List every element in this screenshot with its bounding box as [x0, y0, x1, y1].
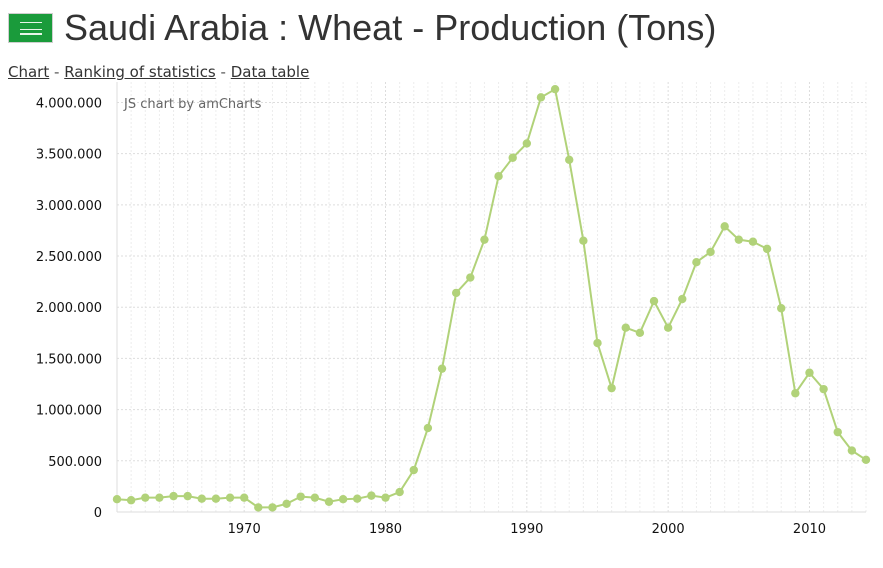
- data-point[interactable]: [282, 499, 291, 509]
- chart-grid: [116, 82, 867, 513]
- data-point[interactable]: [805, 368, 814, 377]
- data-point[interactable]: [536, 93, 546, 102]
- y-tick-label: 2.500.000: [36, 250, 102, 265]
- data-point[interactable]: [494, 171, 503, 181]
- data-point[interactable]: [451, 288, 461, 298]
- data-point[interactable]: [762, 244, 772, 254]
- y-tick-label: 0: [94, 506, 102, 521]
- x-tick-label: 2010: [793, 522, 826, 537]
- x-tick-label: 2000: [652, 522, 685, 537]
- x-tick-label: 1980: [369, 522, 402, 537]
- data-point[interactable]: [663, 323, 673, 332]
- data-point[interactable]: [381, 493, 390, 502]
- data-point[interactable]: [183, 491, 192, 501]
- data-point[interactable]: [720, 222, 729, 231]
- data-point[interactable]: [550, 84, 560, 94]
- data-point[interactable]: [353, 494, 362, 503]
- data-point[interactable]: [324, 497, 334, 506]
- data-table-link[interactable]: Data table: [230, 63, 310, 81]
- y-tick-label: 4.000.000: [36, 96, 102, 111]
- data-point[interactable]: [254, 503, 263, 512]
- y-tick-label: 3.500.000: [36, 148, 102, 163]
- y-tick-label: 500.000: [48, 455, 102, 470]
- chart-axes: 0 500.000 1.000.000 1.500.000 2.000.000 2.500…: [36, 82, 866, 537]
- chart-credit[interactable]: JS chart by amCharts: [123, 97, 262, 112]
- data-point[interactable]: [437, 364, 447, 373]
- flag-sword-mark: [20, 33, 42, 35]
- x-tick-label: 1970: [228, 522, 261, 537]
- data-point[interactable]: [833, 427, 842, 437]
- data-point[interactable]: [678, 294, 687, 304]
- data-point[interactable]: [480, 235, 489, 244]
- data-point[interactable]: [239, 493, 249, 502]
- page-title: Saudi Arabia : Wheat - Production (Tons): [64, 7, 717, 48]
- data-point[interactable]: [508, 153, 517, 162]
- data-point[interactable]: [579, 236, 588, 245]
- data-point[interactable]: [791, 389, 800, 398]
- nav-separator: -: [220, 63, 226, 81]
- view-nav: Chart - Ranking of statistics - Data tab…: [8, 63, 309, 81]
- y-tick-label: 3.000.000: [36, 199, 102, 214]
- chart-link[interactable]: Chart: [8, 63, 50, 81]
- data-point[interactable]: [635, 328, 645, 338]
- ranking-link[interactable]: Ranking of statistics: [64, 63, 216, 81]
- flag-script-mark: [20, 22, 42, 30]
- data-point[interactable]: [395, 487, 404, 497]
- data-point[interactable]: [621, 323, 630, 332]
- data-point[interactable]: [367, 491, 376, 500]
- data-point[interactable]: [706, 247, 715, 257]
- y-tick-label: 1.000.000: [36, 404, 102, 419]
- data-point[interactable]: [861, 455, 871, 464]
- data-point[interactable]: [692, 257, 701, 267]
- page-header: Saudi Arabia : Wheat - Production (Tons): [8, 6, 716, 50]
- x-tick-label: 1990: [510, 522, 543, 537]
- y-tick-label: 1.500.000: [36, 352, 102, 367]
- series-line: [116, 87, 867, 509]
- data-point[interactable]: [748, 237, 758, 246]
- data-point[interactable]: [423, 423, 433, 433]
- series-points: [112, 84, 871, 512]
- nav-separator: -: [54, 63, 60, 81]
- data-point[interactable]: [211, 494, 221, 503]
- production-line-chart: JS chart by amCharts 0 500.000 1.000.000 1.…: [36, 82, 871, 537]
- data-point[interactable]: [607, 383, 616, 393]
- data-point[interactable]: [296, 492, 305, 501]
- data-point[interactable]: [522, 139, 532, 148]
- y-tick-label: 2.000.000: [36, 301, 102, 316]
- data-point[interactable]: [593, 338, 602, 348]
- data-point[interactable]: [197, 494, 206, 503]
- data-point[interactable]: [338, 495, 348, 504]
- data-point[interactable]: [141, 493, 150, 502]
- data-point[interactable]: [734, 235, 744, 244]
- data-point[interactable]: [225, 493, 235, 502]
- data-point[interactable]: [268, 503, 277, 512]
- data-point[interactable]: [466, 273, 475, 282]
- data-point[interactable]: [112, 495, 122, 504]
- data-point[interactable]: [819, 384, 828, 394]
- data-point[interactable]: [777, 304, 786, 313]
- data-point[interactable]: [126, 496, 136, 505]
- data-point[interactable]: [169, 491, 178, 501]
- data-point[interactable]: [649, 296, 659, 306]
- saudi-arabia-flag-icon: [8, 13, 53, 43]
- data-point[interactable]: [310, 493, 320, 502]
- data-point[interactable]: [155, 493, 164, 502]
- data-point[interactable]: [409, 465, 418, 475]
- data-point[interactable]: [847, 446, 857, 455]
- data-point[interactable]: [565, 155, 574, 165]
